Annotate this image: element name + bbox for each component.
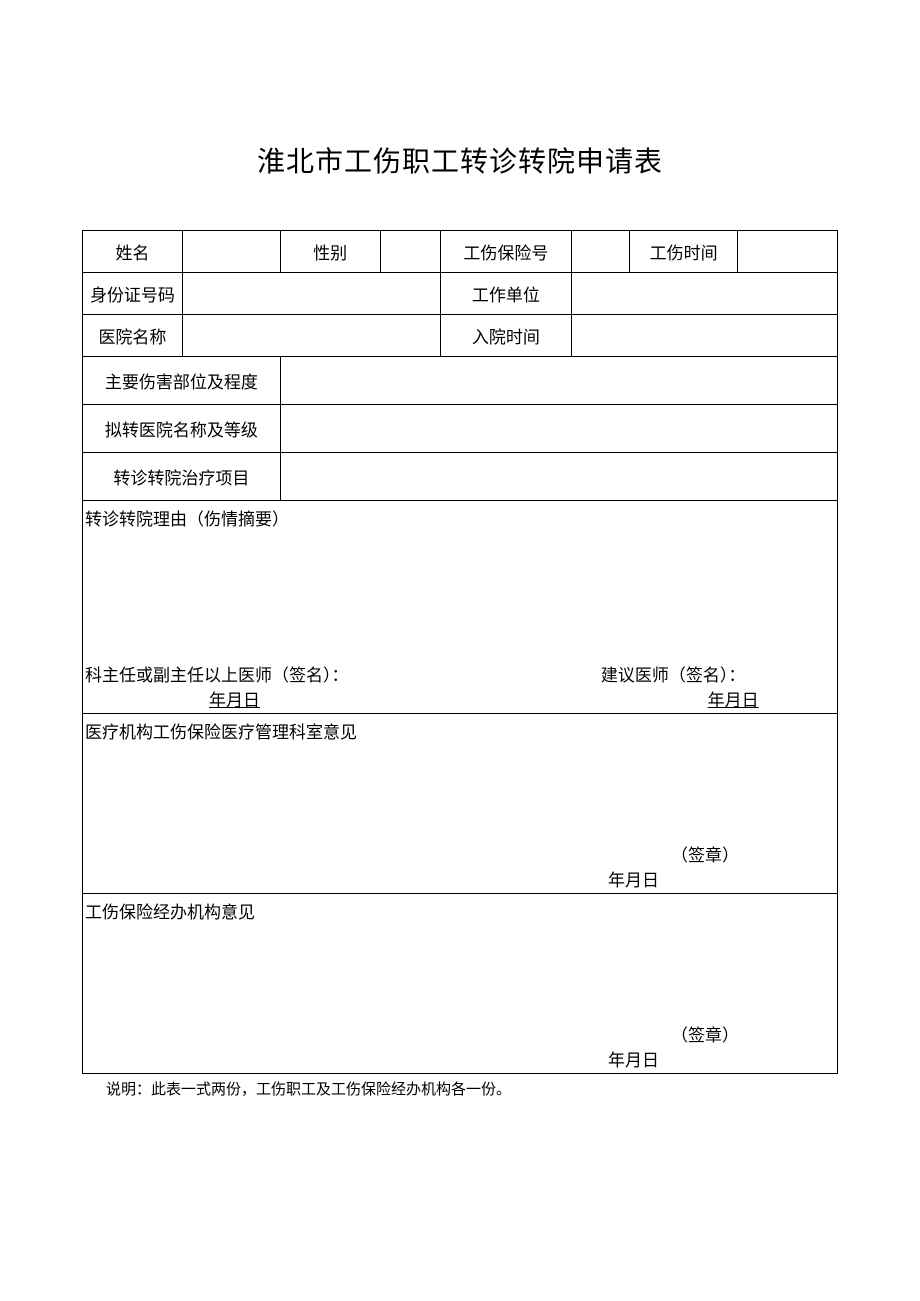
- table-row: 工伤保险经办机构意见 （签章） 年月日: [83, 894, 838, 1074]
- dept-date: 年月日: [85, 866, 839, 891]
- chief-sig-label: 科主任或副主任以上医师（签名）：: [85, 661, 507, 686]
- table-row: 拟转医院名称及等级: [83, 405, 838, 453]
- advisor-sig-label: 建议医师（签名）：: [507, 661, 839, 686]
- table-row: 转诊转院理由（伤情摘要） 科主任或副主任以上医师（签名）： 建议医师（签名）： …: [83, 501, 838, 714]
- date-right: 年月日: [507, 686, 839, 711]
- name-label: 姓名: [83, 231, 183, 273]
- agency-header: 工伤保险经办机构意见: [85, 898, 835, 923]
- dept-stamp: （签章）: [85, 841, 839, 866]
- stamp-area: （签章） 年月日: [85, 1021, 839, 1071]
- dept-opinion-section[interactable]: 医疗机构工伤保险医疗管理科室意见 （签章） 年月日: [83, 714, 838, 894]
- gender-value[interactable]: [380, 231, 440, 273]
- agency-opinion-section[interactable]: 工伤保险经办机构意见 （签章） 年月日: [83, 894, 838, 1074]
- application-form-table: 姓名 性别 工伤保险号 工伤时间 身份证号码 工作单位 医院名称 入院时间 主要…: [82, 230, 838, 1074]
- injury-time-value[interactable]: [738, 231, 838, 273]
- name-value[interactable]: [182, 231, 280, 273]
- agency-date: 年月日: [85, 1046, 839, 1071]
- injury-part-label: 主要伤害部位及程度: [83, 357, 281, 405]
- hospital-value[interactable]: [182, 315, 440, 357]
- page-title: 淮北市工伤职工转诊转院申请表: [0, 140, 920, 180]
- table-row: 身份证号码 工作单位: [83, 273, 838, 315]
- reason-section[interactable]: 转诊转院理由（伤情摘要） 科主任或副主任以上医师（签名）： 建议医师（签名）： …: [83, 501, 838, 714]
- transfer-hospital-value[interactable]: [280, 405, 837, 453]
- treatment-label: 转诊转院治疗项目: [83, 453, 281, 501]
- hospital-label: 医院名称: [83, 315, 183, 357]
- stamp-area: （签章） 年月日: [85, 841, 839, 891]
- transfer-hospital-label: 拟转医院名称及等级: [83, 405, 281, 453]
- admission-label: 入院时间: [440, 315, 572, 357]
- unit-value[interactable]: [572, 273, 838, 315]
- unit-label: 工作单位: [440, 273, 572, 315]
- treatment-value[interactable]: [280, 453, 837, 501]
- id-label: 身份证号码: [83, 273, 183, 315]
- insurance-value[interactable]: [572, 231, 630, 273]
- date-left: 年月日: [85, 686, 507, 711]
- insurance-label: 工伤保险号: [440, 231, 572, 273]
- signature-area: 科主任或副主任以上医师（签名）： 建议医师（签名）： 年月日 年月日: [85, 661, 839, 711]
- injury-part-value[interactable]: [280, 357, 837, 405]
- gender-label: 性别: [280, 231, 380, 273]
- id-value[interactable]: [182, 273, 440, 315]
- reason-header: 转诊转院理由（伤情摘要）: [85, 505, 835, 530]
- footnote: 说明：此表一式两份，工伤职工及工伤保险经办机构各一份。: [82, 1078, 838, 1099]
- table-row: 转诊转院治疗项目: [83, 453, 838, 501]
- table-row: 姓名 性别 工伤保险号 工伤时间: [83, 231, 838, 273]
- table-row: 主要伤害部位及程度: [83, 357, 838, 405]
- table-row: 医疗机构工伤保险医疗管理科室意见 （签章） 年月日: [83, 714, 838, 894]
- injury-time-label: 工伤时间: [630, 231, 738, 273]
- table-row: 医院名称 入院时间: [83, 315, 838, 357]
- dept-header: 医疗机构工伤保险医疗管理科室意见: [85, 718, 835, 743]
- admission-value[interactable]: [572, 315, 838, 357]
- agency-stamp: （签章）: [85, 1021, 839, 1046]
